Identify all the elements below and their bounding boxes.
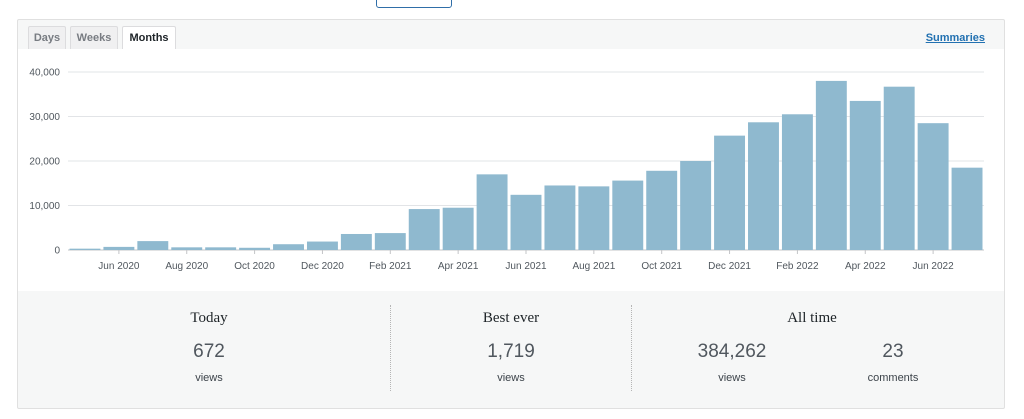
x-tick-label: Aug 2021 [572,261,615,272]
all-time-views-label: views [718,372,746,384]
chart-bar [544,185,576,250]
today-title: Today [190,310,228,326]
x-tick-label: Jun 2020 [98,261,140,272]
chart-bar [476,174,508,250]
chart-bar [714,135,746,250]
chart-bar [883,86,915,250]
chart-bar [239,247,271,250]
y-tick-label: 30,000 [29,112,60,123]
x-tick-label: Apr 2021 [438,261,479,272]
top-button[interactable] [376,0,452,8]
chart-bar [69,248,101,250]
chart-bar [849,100,881,250]
chart-bar [306,241,338,250]
x-tick-label: Oct 2021 [641,261,682,272]
x-tick-label: Feb 2021 [369,261,412,272]
views-chart: 0 10,000 20,000 30,000 40,000 Jun 2020 Aug 202… [18,49,1004,291]
chart-bar [442,207,474,250]
stats-panel: Days Weeks Months Summaries 0 10,000 20,00… [17,19,1005,409]
divider [390,305,391,391]
best-ever-views-label: views [497,372,525,384]
today-views-value: 672 [193,341,225,362]
chart-bar [408,209,440,250]
chart-bar [510,194,542,250]
all-time-views-value: 384,262 [697,341,767,362]
x-tick-label: Aug 2020 [165,261,208,272]
chart-bar [781,114,813,251]
chart-bar [815,80,847,251]
x-tick-label: Apr 2022 [845,261,886,272]
chart-bar [171,247,203,250]
chart-bar [205,247,237,250]
chart-bar [612,180,644,250]
best-ever-title: Best ever [482,310,540,326]
divider [631,305,632,391]
chart-bar [340,233,372,250]
x-tick-label: Jun 2022 [913,261,955,272]
best-ever-views-value: 1,719 [487,341,535,362]
chart-bar [646,170,678,250]
period-tabs: Days Weeks Months Summaries [18,20,1004,50]
x-tick-label: Dec 2020 [301,261,344,272]
x-tick-label: Oct 2020 [234,261,275,272]
chart-bar [137,241,169,250]
chart-bar [917,123,949,250]
all-time-comments-label: comments [867,372,919,384]
y-tick-label: 20,000 [29,157,60,168]
x-tick-label: Feb 2022 [776,261,819,272]
y-tick-label: 40,000 [29,68,60,79]
stats-summary: Today 672 views Best ever 1,719 views Al… [18,291,1004,408]
all-time-title: All time [787,310,837,326]
chart-bar [748,122,779,250]
chart-bar [103,246,135,250]
chart-bar [951,167,983,250]
views-bar-chart: 0 10,000 20,000 30,000 40,000 Jun 2020 Aug 202… [29,68,984,272]
chart-bar [374,233,406,250]
chart-bar [578,186,610,250]
tab-days[interactable]: Days [28,26,66,49]
y-tick-label: 10,000 [29,201,60,212]
all-time-comments-value: 23 [882,341,904,362]
tab-months[interactable]: Months [122,26,176,50]
chart-bar [273,244,304,250]
tab-weeks[interactable]: Weeks [70,26,118,49]
x-tick-label: Jun 2021 [505,261,547,272]
x-tick-label: Dec 2021 [708,261,751,272]
chart-bar [680,161,712,250]
y-tick-label: 0 [54,246,60,257]
today-views-label: views [195,372,223,384]
summaries-link[interactable]: Summaries [925,32,985,44]
